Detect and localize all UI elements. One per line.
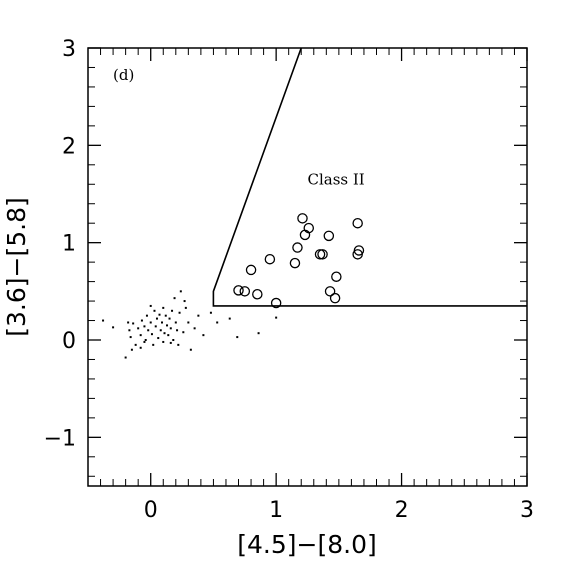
dot-point	[193, 327, 196, 330]
dot-point	[140, 319, 143, 322]
dot-point	[189, 348, 192, 351]
dot-point	[228, 317, 231, 320]
dot-point	[147, 329, 150, 332]
dot-point	[174, 321, 177, 324]
dot-point	[134, 343, 137, 346]
dot-point	[173, 297, 176, 300]
dot-point	[152, 343, 155, 346]
class-ii-point	[292, 242, 303, 253]
dot-point	[127, 321, 130, 324]
dot-point	[137, 327, 140, 330]
x-tick-label: 2	[395, 498, 409, 523]
dot-point	[158, 313, 161, 316]
class-ii-point	[353, 245, 365, 256]
panel-label: (d)	[113, 66, 134, 84]
dot-point	[128, 329, 131, 332]
dot-point	[169, 327, 172, 330]
dot-point	[162, 340, 165, 343]
dot-point	[159, 329, 162, 332]
class-ii-point	[303, 222, 315, 234]
class-ii-point	[289, 257, 301, 269]
class-ii-point	[352, 217, 363, 229]
dot-point	[132, 322, 135, 325]
dot-point	[179, 290, 182, 293]
x-axis-title: [4.5]−[8.0]	[237, 530, 376, 559]
dot-point	[161, 321, 164, 324]
dot-point	[167, 334, 170, 337]
dot-point	[143, 325, 146, 328]
dot-point	[145, 314, 148, 317]
dot-point	[257, 332, 260, 335]
class-ii-point	[270, 297, 282, 309]
dot-point	[139, 346, 142, 349]
x-tick-label: 0	[144, 498, 158, 523]
dot-point	[164, 314, 167, 317]
class-ii-point	[331, 271, 342, 282]
data-points	[102, 213, 365, 359]
dot-point	[153, 309, 156, 312]
class-ii-point	[297, 213, 308, 224]
dot-point	[112, 326, 115, 329]
dot-point	[182, 331, 185, 334]
major-ticks	[88, 47, 528, 486]
class-ii-point	[324, 286, 336, 297]
dot-point	[143, 340, 146, 343]
dot-point	[178, 311, 181, 314]
dot-point	[216, 321, 219, 324]
class-ii-region-boundary	[212, 47, 527, 307]
dot-point	[157, 337, 160, 340]
dot-point	[275, 316, 278, 319]
dot-point	[177, 343, 180, 346]
y-tick-label: 0	[62, 329, 76, 354]
dot-point	[187, 321, 190, 324]
x-tick-labels: 0 1 2 3	[144, 498, 534, 523]
class-ii-label: Class II	[308, 170, 365, 188]
class-ii-point	[323, 230, 335, 242]
dot-point	[209, 311, 212, 314]
dot-point	[130, 348, 133, 351]
dot-point	[166, 324, 169, 327]
class-ii-point	[329, 292, 341, 304]
dot-point	[149, 321, 152, 324]
dot-point	[102, 319, 105, 322]
dot-point	[124, 356, 127, 359]
x-tick-label: 3	[520, 498, 534, 523]
y-tick-label: 2	[62, 134, 76, 159]
y-axis-title: [3.6]−[5.8]	[2, 197, 31, 336]
dot-point	[129, 336, 132, 339]
dot-point	[236, 336, 239, 339]
dot-point	[162, 306, 165, 309]
dot-point	[176, 329, 179, 332]
dot-point	[184, 306, 187, 309]
class-ii-point	[317, 249, 328, 260]
dot-point	[163, 332, 166, 335]
dot-point	[150, 333, 153, 336]
minor-ticks	[88, 48, 527, 486]
class-ii-point	[233, 285, 244, 296]
plot-frame	[87, 47, 528, 487]
dot-point	[172, 339, 175, 341]
dot-point	[154, 325, 157, 328]
class-ii-point	[245, 264, 257, 276]
dot-point	[168, 317, 171, 320]
dot-point	[183, 300, 186, 303]
class-ii-point	[239, 286, 251, 297]
y-tick-labels: −1 0 1 2 3	[44, 37, 76, 451]
dot-point	[149, 304, 152, 307]
dot-point	[171, 309, 174, 312]
y-tick-label: −1	[44, 426, 76, 451]
dot-point	[202, 334, 205, 337]
class-ii-point	[252, 289, 263, 300]
dot-point	[139, 334, 142, 337]
y-tick-label: 3	[62, 37, 76, 62]
dot-point	[197, 314, 200, 317]
dot-point	[155, 317, 158, 320]
y-tick-label: 1	[62, 232, 76, 257]
dot-point	[144, 339, 147, 341]
x-tick-label: 1	[269, 498, 283, 523]
dot-point	[169, 341, 172, 344]
class-ii-point	[264, 253, 276, 265]
